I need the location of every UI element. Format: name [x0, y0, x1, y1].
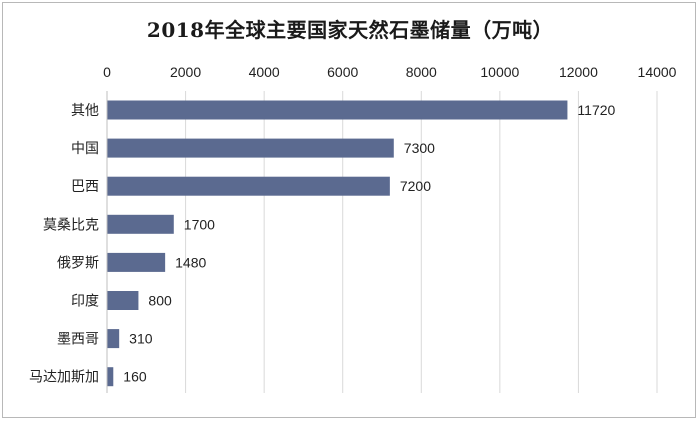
category-label: 墨西哥 — [57, 332, 99, 348]
data-label: 1480 — [175, 254, 206, 270]
x-axis-tick-labels: 0 2000 4000 6000 8000 10000 12000 14000 — [103, 64, 677, 80]
bar — [107, 291, 139, 310]
category-label: 巴西 — [71, 179, 99, 195]
gridlines — [106, 91, 658, 393]
x-tick-label: 14000 — [638, 64, 677, 80]
chart-title: 2018年全球主要国家天然石墨储量（万吨） — [146, 18, 554, 42]
x-tick-label: 4000 — [249, 64, 280, 80]
bar — [107, 214, 174, 234]
chart-frame — [2, 2, 696, 418]
data-label: 1700 — [184, 216, 215, 232]
category-label: 其他 — [71, 103, 99, 119]
bar-series — [107, 100, 568, 387]
category-label: 马达加斯加 — [29, 370, 99, 386]
data-label: 7300 — [404, 140, 435, 156]
x-tick-label: 12000 — [559, 64, 598, 80]
bar — [107, 252, 166, 272]
bar — [107, 138, 394, 158]
x-tick-label: 2000 — [170, 64, 201, 80]
category-label: 印度 — [71, 294, 99, 310]
x-tick-label: 10000 — [480, 64, 519, 80]
data-label: 160 — [123, 369, 147, 385]
bar — [107, 329, 120, 349]
x-tick-label: 6000 — [327, 64, 358, 80]
category-label: 莫桑比克 — [43, 217, 99, 233]
category-label: 中国 — [71, 141, 99, 157]
bar — [107, 176, 390, 196]
value-labels: 11720 7300 7200 1700 1480 800 310 160 — [123, 102, 615, 385]
x-tick-label: 8000 — [406, 64, 437, 80]
data-label: 800 — [148, 293, 172, 309]
bar — [107, 100, 568, 120]
bar — [107, 367, 114, 387]
data-label: 310 — [129, 331, 153, 347]
data-label: 7200 — [400, 178, 431, 194]
category-label: 俄罗斯 — [57, 255, 99, 271]
data-label: 11720 — [577, 102, 615, 118]
x-tick-label: 0 — [103, 64, 111, 80]
